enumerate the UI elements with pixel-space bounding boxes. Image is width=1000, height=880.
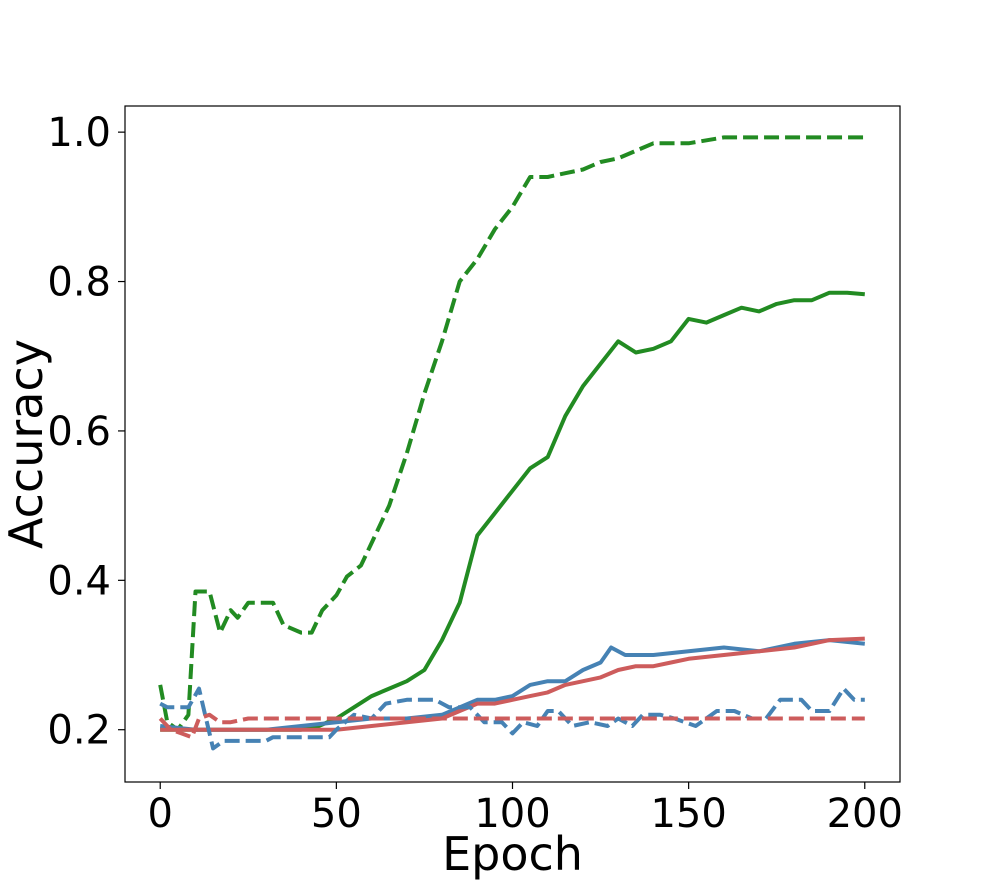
x-axis-title: Epoch — [442, 827, 583, 880]
y-tick-label: 1.0 — [47, 110, 111, 156]
y-tick-label: 0.4 — [47, 558, 111, 604]
x-tick-label: 50 — [311, 791, 362, 837]
x-tick-label: 100 — [474, 791, 550, 837]
y-tick-label: 0.6 — [47, 409, 111, 455]
series-line-6 — [158, 712, 865, 740]
series-line-2 — [160, 290, 865, 732]
y-axis-title: Accuracy — [0, 339, 53, 549]
series-layer — [158, 135, 866, 751]
series-line-3 — [159, 638, 866, 732]
x-tick-label: 200 — [827, 791, 903, 837]
series-line-1 — [158, 135, 865, 732]
y-tick-label: 0.2 — [47, 708, 111, 754]
x-tick-label: 0 — [148, 791, 173, 837]
ticks-layer: 0 50 100 150 200 0.2 0.4 0.6 0.8 1.0 — [47, 110, 903, 837]
x-tick-label: 150 — [650, 791, 726, 837]
y-tick-label: 0.8 — [47, 260, 111, 306]
series-line-4 — [160, 636, 865, 732]
